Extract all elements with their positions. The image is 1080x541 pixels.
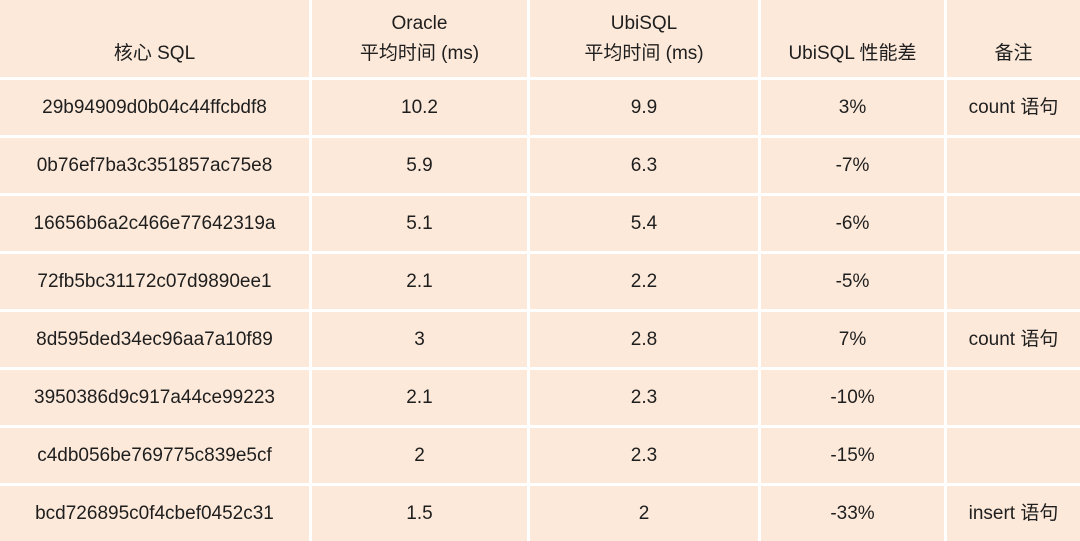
ubisql-cell: 2.2	[530, 254, 758, 309]
diff-cell: -15%	[761, 428, 944, 483]
diff-cell: -33%	[761, 486, 944, 541]
oracle-cell: 10.2	[312, 80, 527, 135]
note-cell	[947, 370, 1080, 425]
diff-cell: -10%	[761, 370, 944, 425]
sql-cell: 29b94909d0b04c44ffcbdf8	[0, 80, 309, 135]
oracle-cell: 2	[312, 428, 527, 483]
ubisql-cell: 6.3	[530, 138, 758, 193]
diff-cell: -5%	[761, 254, 944, 309]
oracle-cell: 3	[312, 312, 527, 367]
oracle-cell: 1.5	[312, 486, 527, 541]
note-cell	[947, 196, 1080, 251]
ubisql-cell: 2.3	[530, 370, 758, 425]
header-cell: Oracle 平均时间 (ms)	[312, 0, 527, 77]
sql-cell: 72fb5bc31172c07d9890ee1	[0, 254, 309, 309]
note-cell: insert 语句	[947, 486, 1080, 541]
oracle-cell: 2.1	[312, 370, 527, 425]
ubisql-cell: 2	[530, 486, 758, 541]
note-cell: count 语句	[947, 312, 1080, 367]
sql-cell: 8d595ded34ec96aa7a10f89	[0, 312, 309, 367]
diff-cell: -6%	[761, 196, 944, 251]
sql-cell: 16656b6a2c466e77642319a	[0, 196, 309, 251]
diff-cell: 3%	[761, 80, 944, 135]
ubisql-cell: 5.4	[530, 196, 758, 251]
header-cell: 备注	[947, 0, 1080, 77]
note-cell	[947, 428, 1080, 483]
note-cell: count 语句	[947, 80, 1080, 135]
sql-cell: bcd726895c0f4cbef0452c31	[0, 486, 309, 541]
diff-cell: 7%	[761, 312, 944, 367]
header-cell: UbiSQL 性能差	[761, 0, 944, 77]
note-cell	[947, 254, 1080, 309]
ubisql-cell: 9.9	[530, 80, 758, 135]
header-cell: UbiSQL 平均时间 (ms)	[530, 0, 758, 77]
oracle-cell: 2.1	[312, 254, 527, 309]
header-cell: 核心 SQL	[0, 0, 309, 77]
ubisql-cell: 2.3	[530, 428, 758, 483]
sql-cell: c4db056be769775c839e5cf	[0, 428, 309, 483]
oracle-cell: 5.9	[312, 138, 527, 193]
ubisql-cell: 2.8	[530, 312, 758, 367]
diff-cell: -7%	[761, 138, 944, 193]
oracle-cell: 5.1	[312, 196, 527, 251]
sql-cell: 3950386d9c917a44ce99223	[0, 370, 309, 425]
sql-cell: 0b76ef7ba3c351857ac75e8	[0, 138, 309, 193]
note-cell	[947, 138, 1080, 193]
